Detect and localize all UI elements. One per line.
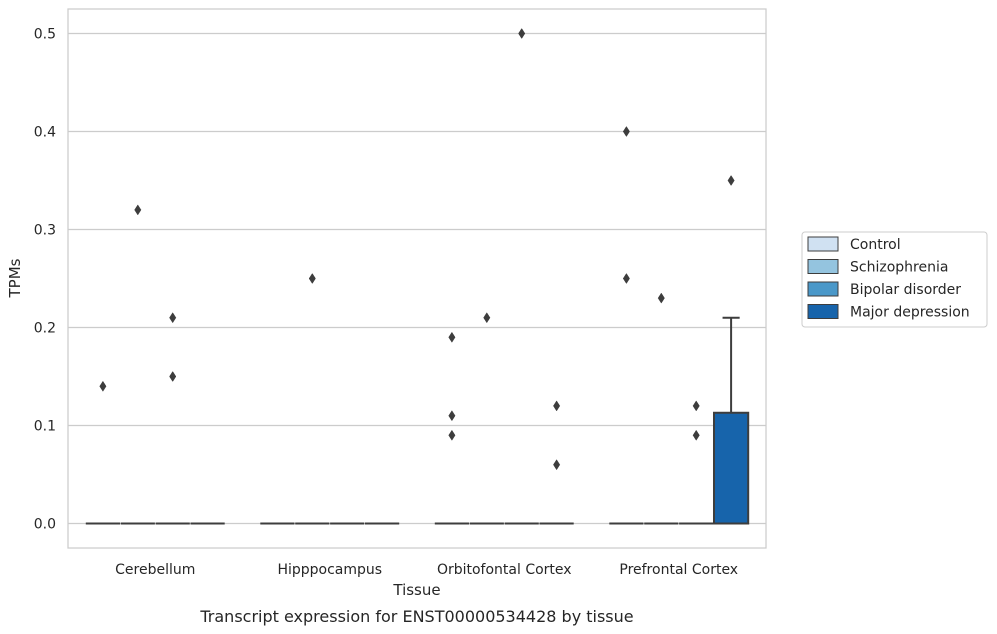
- outlier-point: [553, 459, 561, 471]
- plot-area-frame: [67, 8, 767, 549]
- x-tick-label: Prefrontal Cortex: [619, 562, 738, 578]
- legend-label: Schizophrenia: [850, 260, 948, 276]
- y-axis-label: TPMs: [6, 258, 24, 298]
- outlier-point: [169, 312, 177, 324]
- outlier-point: [622, 273, 630, 284]
- outlier-point: [622, 126, 630, 137]
- y-tick-label: 0.4: [34, 125, 56, 141]
- legend-frame: [801, 231, 988, 328]
- legend-label: Bipolar disorder: [850, 282, 961, 298]
- x-tick-label: Hipppocampus: [277, 562, 382, 578]
- x-tick-label: Cerebellum: [115, 562, 195, 578]
- outlier-point: [448, 331, 456, 343]
- outlier-point: [727, 175, 735, 186]
- outlier-point: [692, 400, 700, 412]
- box-body: [712, 411, 750, 525]
- outlier-point: [657, 292, 665, 304]
- x-axis-label: Tissue: [392, 581, 440, 599]
- outlier-point: [308, 273, 316, 284]
- legend-swatch: [807, 304, 839, 319]
- y-tick-label: 0.5: [34, 27, 56, 43]
- outlier-point: [448, 429, 456, 441]
- legend-swatch: [807, 281, 839, 297]
- outlier-point: [134, 204, 142, 216]
- y-tick-label: 0.0: [34, 517, 56, 533]
- y-tick-label: 0.1: [34, 419, 56, 435]
- outlier-point: [169, 371, 177, 382]
- legend: Control Schizophrenia Bipolar disorder Majo…: [801, 231, 988, 328]
- legend-swatch: [807, 236, 839, 252]
- outlier-point: [553, 400, 561, 412]
- x-tick-label: Orbitofontal Cortex: [437, 562, 572, 578]
- outlier-point: [448, 410, 456, 422]
- chart-caption: Transcript expression for ENST0000053442…: [199, 607, 633, 626]
- box-plots: [85, 316, 750, 525]
- outlier-point: [99, 380, 107, 392]
- outlier-point: [518, 28, 526, 39]
- y-tick-label: 0.3: [34, 223, 56, 239]
- y-tick-label: 0.2: [34, 321, 56, 337]
- legend-label: Control: [850, 237, 901, 253]
- legend-label: Major depression: [850, 305, 970, 321]
- outlier-point: [483, 312, 491, 324]
- y-tick-labels: 0.0 0.1 0.2 0.3 0.4 0.5: [34, 27, 56, 533]
- x-tick-labels: Cerebellum Hipppocampus Orbitofontal Corte…: [115, 562, 738, 578]
- legend-swatch: [807, 259, 839, 274]
- outlier-points: [99, 28, 735, 471]
- outlier-point: [692, 429, 700, 441]
- grid-lines: [68, 32, 766, 525]
